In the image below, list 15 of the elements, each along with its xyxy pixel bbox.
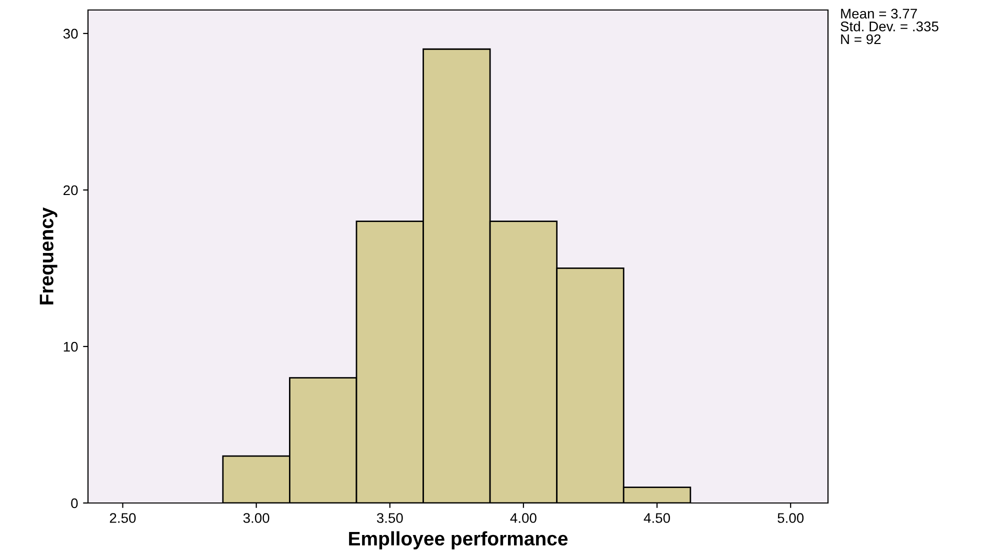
text: N = 92 [841,34,881,44]
x-tick-label: 4.00 [510,513,536,523]
y-tick-label: 10 [64,342,78,352]
y-tick-label: 20 [64,185,78,196]
y-tick-label: 0 [71,498,78,508]
x-tick-label: 5.00 [778,513,804,523]
text: Mean = 3.77 [841,8,917,19]
x-tick-label: 4.50 [644,513,670,523]
x-tick-label: 3.50 [376,513,403,523]
text: Std. Dev. = .335 [840,21,938,32]
x-tick-label: 2.50 [110,513,136,523]
y-axis-title: Frequency [40,207,58,304]
x-axis-title: Emplloyee performance [349,531,568,550]
x-tick-label: 3.00 [243,513,270,523]
y-tick-label: 30 [63,28,78,39]
